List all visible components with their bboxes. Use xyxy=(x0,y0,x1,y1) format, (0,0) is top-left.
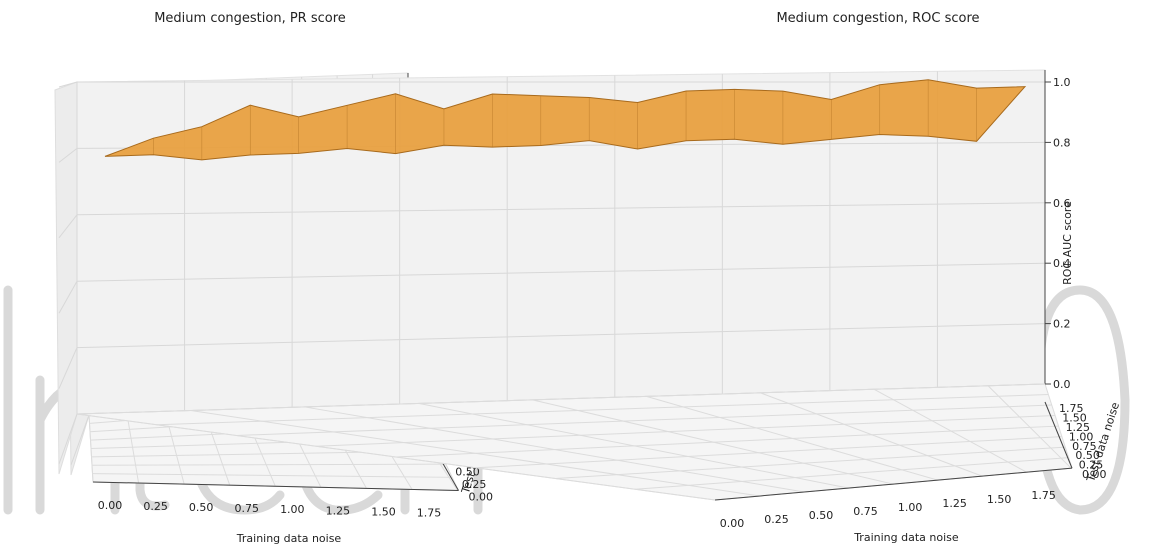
grid-z-side-line xyxy=(70,414,90,466)
x-tick-label: 0.50 xyxy=(189,501,214,514)
grid-floor-line xyxy=(316,415,1056,447)
y-tick-label: 0.25 xyxy=(462,478,487,491)
y-tick-label: 1.00 xyxy=(1069,430,1094,443)
grid-z-side-line xyxy=(58,347,78,389)
x-tick-label: 1.25 xyxy=(326,504,351,517)
x-axis-label: Training data noise xyxy=(236,532,342,545)
side-pane xyxy=(54,81,78,475)
x-tick-label: 1.00 xyxy=(898,501,923,514)
grid-z-line xyxy=(76,202,1046,216)
y-tick-label: 0.25 xyxy=(1079,459,1104,472)
grid-z-side-line xyxy=(58,280,78,314)
x-axis-label: Training data noise xyxy=(853,531,959,544)
y-tick-label: 1.50 xyxy=(1062,411,1087,424)
x-tick-label: 1.00 xyxy=(280,503,305,516)
x-tick-label: 0.25 xyxy=(143,500,168,513)
chart-title: Medium congestion, PR score xyxy=(154,11,346,26)
x-tick-label: 0.75 xyxy=(853,505,878,518)
z-tick-label: 0.6 xyxy=(1053,197,1071,210)
x-tick-label: 0.00 xyxy=(720,517,745,530)
x-tick-label: 0.00 xyxy=(98,499,123,512)
x-tick-label: 1.50 xyxy=(987,493,1012,506)
z-tick-label: 0.2 xyxy=(1053,318,1071,331)
y-tick-label: 0.00 xyxy=(1082,468,1107,481)
chart-1: 0.00.20.40.60.81.00.00 0.25 0.50 0.75 1.00 1.… xyxy=(54,11,1122,544)
grid-z-side-line xyxy=(58,214,78,239)
y-tick-label: 1.25 xyxy=(1066,421,1091,434)
grid-floor-line xyxy=(91,463,446,466)
grid-floor-line xyxy=(76,383,1046,415)
grid-z-side-line xyxy=(58,148,78,163)
x-axis-line xyxy=(714,467,1073,501)
grid-floor-line xyxy=(635,457,1069,490)
y-tick-label: 0.75 xyxy=(1072,440,1097,453)
x-tick-label: 1.50 xyxy=(371,505,396,518)
x-tick-label: 1.25 xyxy=(942,497,967,510)
z-tick-label: 1.0 xyxy=(1053,76,1071,89)
surface xyxy=(104,79,1027,161)
x-tick-label: 1.75 xyxy=(1031,489,1056,502)
chart-title: Medium congestion, ROC score xyxy=(776,11,979,26)
grid-floor-line xyxy=(92,473,453,478)
y-tick-label: 1.75 xyxy=(1059,402,1084,415)
grid-floor-line xyxy=(236,404,1052,436)
y-tick-label: 0.50 xyxy=(455,466,480,479)
z-tick-label: 0.8 xyxy=(1053,136,1071,149)
y-tick-label: 0.00 xyxy=(469,491,494,504)
z-tick-label: 0.4 xyxy=(1053,257,1071,270)
x-tick-label: 0.25 xyxy=(764,513,789,526)
x-tick-label: 0.75 xyxy=(234,502,259,515)
grid-z-line xyxy=(76,323,1046,349)
grid-floor-line xyxy=(395,425,1059,458)
x-tick-label: 0.50 xyxy=(809,509,834,522)
grid-floor-line xyxy=(555,446,1066,479)
grid-floor-line xyxy=(475,436,1062,469)
z-tick-label: 0.0 xyxy=(1053,378,1071,391)
grid-z-side-line xyxy=(58,81,78,88)
x-axis-line xyxy=(92,481,459,491)
grid-z-line xyxy=(76,262,1046,282)
y-tick-label: 0.50 xyxy=(1075,449,1100,462)
y-axis-line xyxy=(1044,401,1073,469)
grid-z-side-line xyxy=(58,413,78,465)
z-axis-label: ROC AUC score xyxy=(1061,201,1074,285)
x-tick-label: 1.75 xyxy=(417,506,442,519)
grid-floor-line xyxy=(156,394,1049,426)
